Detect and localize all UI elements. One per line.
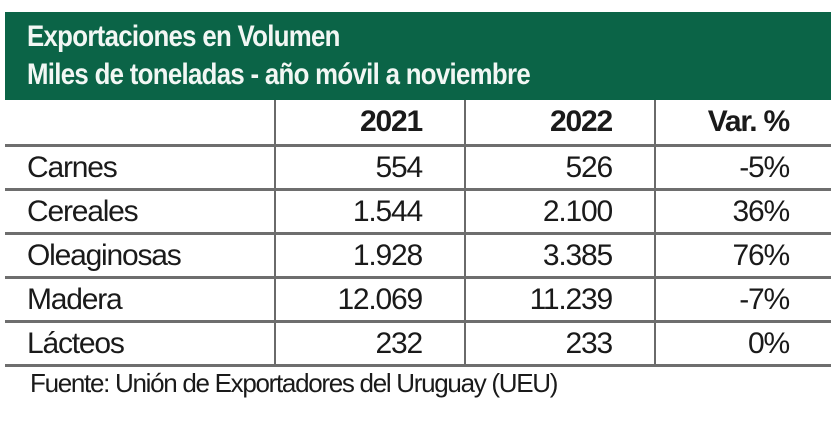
value-var: 76% [654, 232, 831, 278]
exports-table: 2021 2022 Var. % Carnes 554 526 -5% Cereales… [5, 100, 831, 367]
table-row: Lácteos 232 233 0% [5, 320, 831, 367]
table-row: Madera 12.069 11.239 -7% [5, 276, 831, 322]
value-2021: 554 [274, 144, 465, 190]
header-2022: 2022 [464, 100, 655, 146]
value-2022: 233 [464, 320, 655, 367]
value-var: 36% [654, 188, 831, 234]
value-2022: 11.239 [464, 276, 655, 322]
row-label: Lácteos [5, 320, 275, 367]
value-var: -5% [654, 144, 831, 190]
value-var: -7% [654, 276, 831, 322]
header-label [5, 100, 275, 146]
value-2021: 1.928 [274, 232, 465, 278]
header-var: Var. % [654, 100, 831, 146]
value-2021: 12.069 [274, 276, 465, 322]
source-note: Fuente: Unión de Exportadores del Urugua… [30, 368, 558, 398]
header-row: 2021 2022 Var. % [5, 100, 831, 146]
row-label: Madera [5, 276, 275, 322]
row-label: Oleaginosas [5, 232, 275, 278]
row-label: Carnes [5, 144, 275, 190]
value-2022: 2.100 [464, 188, 655, 234]
value-var: 0% [654, 320, 831, 367]
table-row: Cereales 1.544 2.100 36% [5, 188, 831, 234]
title-banner: Exportaciones en Volumen Miles de tonela… [5, 12, 831, 100]
table-row: Carnes 554 526 -5% [5, 144, 831, 190]
row-label: Cereales [5, 188, 275, 234]
table-row: Oleaginosas 1.928 3.385 76% [5, 232, 831, 278]
value-2021: 232 [274, 320, 465, 367]
table-title: Exportaciones en Volumen [27, 20, 340, 53]
value-2022: 3.385 [464, 232, 655, 278]
value-2022: 526 [464, 144, 655, 190]
value-2021: 1.544 [274, 188, 465, 234]
table-subtitle: Miles de toneladas - año móvil a noviemb… [27, 58, 531, 91]
header-2021: 2021 [274, 100, 465, 146]
